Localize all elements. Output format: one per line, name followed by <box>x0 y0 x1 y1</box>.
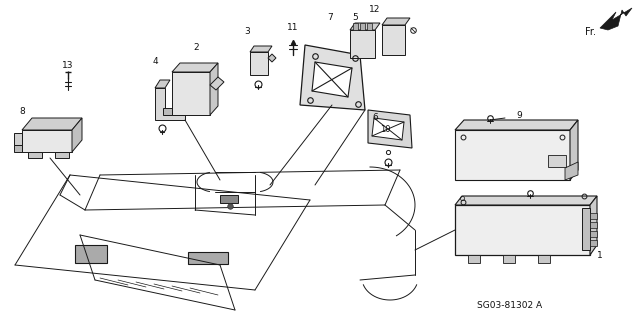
Text: 5: 5 <box>352 13 358 23</box>
Bar <box>548 155 566 167</box>
Polygon shape <box>172 63 218 72</box>
Text: 8: 8 <box>19 108 25 116</box>
Text: Fr.: Fr. <box>584 27 595 37</box>
Text: SG03-81302 A: SG03-81302 A <box>477 300 543 309</box>
Text: 3: 3 <box>244 27 250 36</box>
Polygon shape <box>22 130 72 152</box>
Polygon shape <box>72 118 82 152</box>
Text: 7: 7 <box>327 13 333 23</box>
Polygon shape <box>350 30 375 58</box>
Text: 12: 12 <box>369 5 381 14</box>
Bar <box>590 231 597 237</box>
Bar <box>360 23 365 30</box>
Text: 1: 1 <box>597 250 603 259</box>
Polygon shape <box>155 88 185 120</box>
Polygon shape <box>455 130 570 180</box>
Polygon shape <box>455 205 590 255</box>
Polygon shape <box>455 120 578 130</box>
Bar <box>590 222 597 228</box>
Polygon shape <box>368 110 412 148</box>
Polygon shape <box>22 118 82 130</box>
Polygon shape <box>163 108 172 115</box>
Polygon shape <box>55 152 69 158</box>
Polygon shape <box>538 255 550 263</box>
Polygon shape <box>582 208 590 250</box>
Polygon shape <box>570 120 578 180</box>
Polygon shape <box>455 196 597 205</box>
Polygon shape <box>14 133 22 145</box>
Polygon shape <box>468 255 480 263</box>
Polygon shape <box>300 45 365 110</box>
Polygon shape <box>565 162 578 180</box>
Polygon shape <box>350 23 380 30</box>
Polygon shape <box>312 62 352 97</box>
Bar <box>590 213 597 219</box>
Bar <box>220 195 238 203</box>
Bar <box>188 252 228 264</box>
Polygon shape <box>600 8 632 30</box>
Bar <box>75 245 107 263</box>
Text: 6: 6 <box>372 114 378 122</box>
Text: 13: 13 <box>62 61 74 70</box>
Text: 2: 2 <box>193 43 199 53</box>
Polygon shape <box>590 196 597 255</box>
Polygon shape <box>503 255 515 263</box>
Text: 9: 9 <box>516 110 522 120</box>
Polygon shape <box>155 80 170 88</box>
Polygon shape <box>372 118 404 140</box>
Polygon shape <box>250 46 272 52</box>
Polygon shape <box>28 152 42 158</box>
Text: 11: 11 <box>287 24 299 33</box>
Polygon shape <box>268 54 276 62</box>
Polygon shape <box>210 77 224 90</box>
Polygon shape <box>382 25 405 55</box>
Text: 4: 4 <box>152 57 158 66</box>
Polygon shape <box>210 63 218 115</box>
Polygon shape <box>382 18 410 25</box>
Bar <box>590 240 597 246</box>
Bar <box>353 23 358 30</box>
Bar <box>367 23 372 30</box>
Polygon shape <box>250 52 268 75</box>
Text: 10: 10 <box>380 125 390 135</box>
Polygon shape <box>14 145 22 152</box>
Polygon shape <box>172 72 210 115</box>
